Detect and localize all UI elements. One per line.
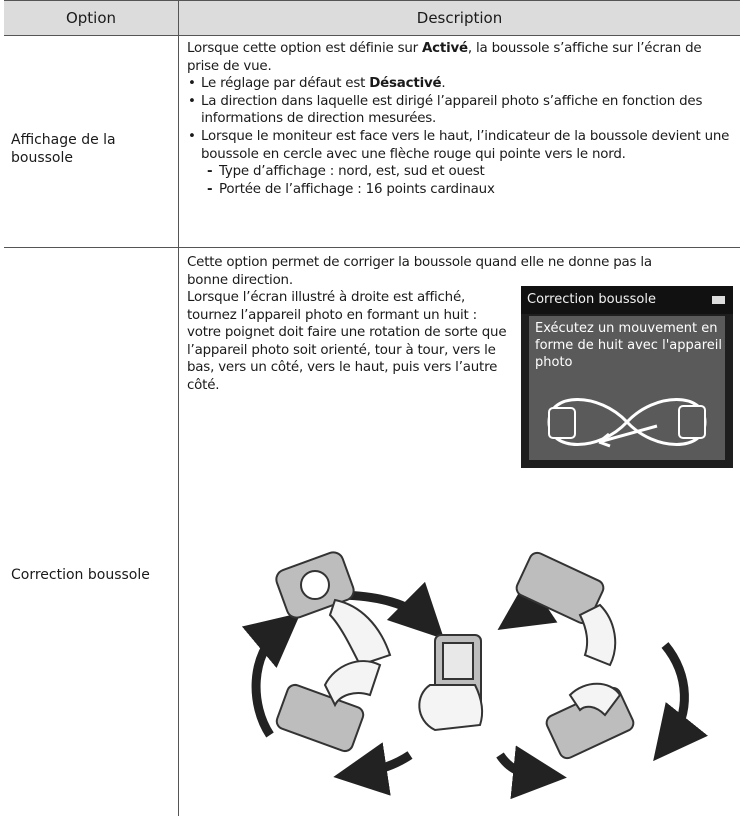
sub-list: Type d’affichage : nord, est, sud et oue… [187, 163, 737, 198]
header-cell: Description [416, 9, 503, 27]
illustration-part [598, 424, 658, 444]
text: Le réglage par défaut est [201, 76, 370, 92]
illustration-part [678, 405, 706, 439]
illustration-part [442, 642, 474, 680]
illustration-part [598, 432, 611, 448]
screen-title: Correction boussole [521, 286, 733, 314]
column-divider [178, 0, 179, 816]
bullet: Le réglage par défaut est Désactivé. [188, 75, 737, 93]
text: , la boussole s’affiche sur l’écran de p… [187, 41, 702, 74]
illustration-part [496, 745, 567, 800]
screen-body: Exécutez un mouvement en forme de huit a… [529, 316, 725, 460]
illustration-part [323, 660, 382, 708]
figure-eight-icon [547, 398, 707, 448]
screen-message: Exécutez un mouvement en forme de huit a… [535, 321, 722, 370]
text: Lorsque cette option est définie sur [187, 41, 422, 56]
text: . [441, 76, 446, 92]
bullet: Lorsque le moniteur est face vers le hau… [188, 128, 737, 163]
illustration-part [547, 398, 707, 446]
illustration-part [300, 570, 474, 702]
description: Cette option permet de corriger la bouss… [187, 255, 652, 288]
illustration-part [653, 642, 708, 762]
camera-screen: Correction boussole Exécutez un mouvemen… [521, 286, 733, 468]
illustration-part [300, 570, 330, 600]
illustration-part [515, 551, 605, 625]
sub-bullet: Type d’affichage : nord, est, sud et oue… [207, 163, 737, 181]
illustration-part [328, 598, 392, 667]
illustration-part [241, 612, 301, 738]
bold-text: Désactivé [369, 76, 442, 92]
row-divider [4, 247, 740, 248]
illustration-part [568, 682, 622, 717]
bullet-list: Le réglage par défaut est Désactivé. La … [187, 75, 737, 163]
battery-icon [712, 296, 725, 304]
instruction: Lorsque l’écran illustré à droite est af… [187, 290, 507, 393]
sub-bullet: Portée de l’affichage : 16 points cardin… [207, 181, 737, 199]
option-label: Correction boussole [11, 567, 150, 583]
table-header: Option Description [4, 0, 740, 36]
rotation-illustration [241, 551, 708, 800]
illustration-part [578, 603, 617, 667]
option-label: Affichage de la boussole [11, 132, 116, 166]
illustration-part [323, 598, 622, 732]
paragraph: Lorsque cette option est définie sur Act… [187, 40, 737, 75]
illustration-part [275, 683, 365, 753]
illustration-part [548, 407, 576, 439]
bullet: La direction dans laquelle est dirigé l’… [188, 93, 737, 128]
header-cell: Option [65, 9, 117, 27]
illustration-part [333, 742, 413, 796]
description: Lorsque cette option est définie sur Act… [187, 40, 737, 198]
illustration-part [418, 684, 484, 732]
bold-text: Activé [422, 41, 468, 56]
